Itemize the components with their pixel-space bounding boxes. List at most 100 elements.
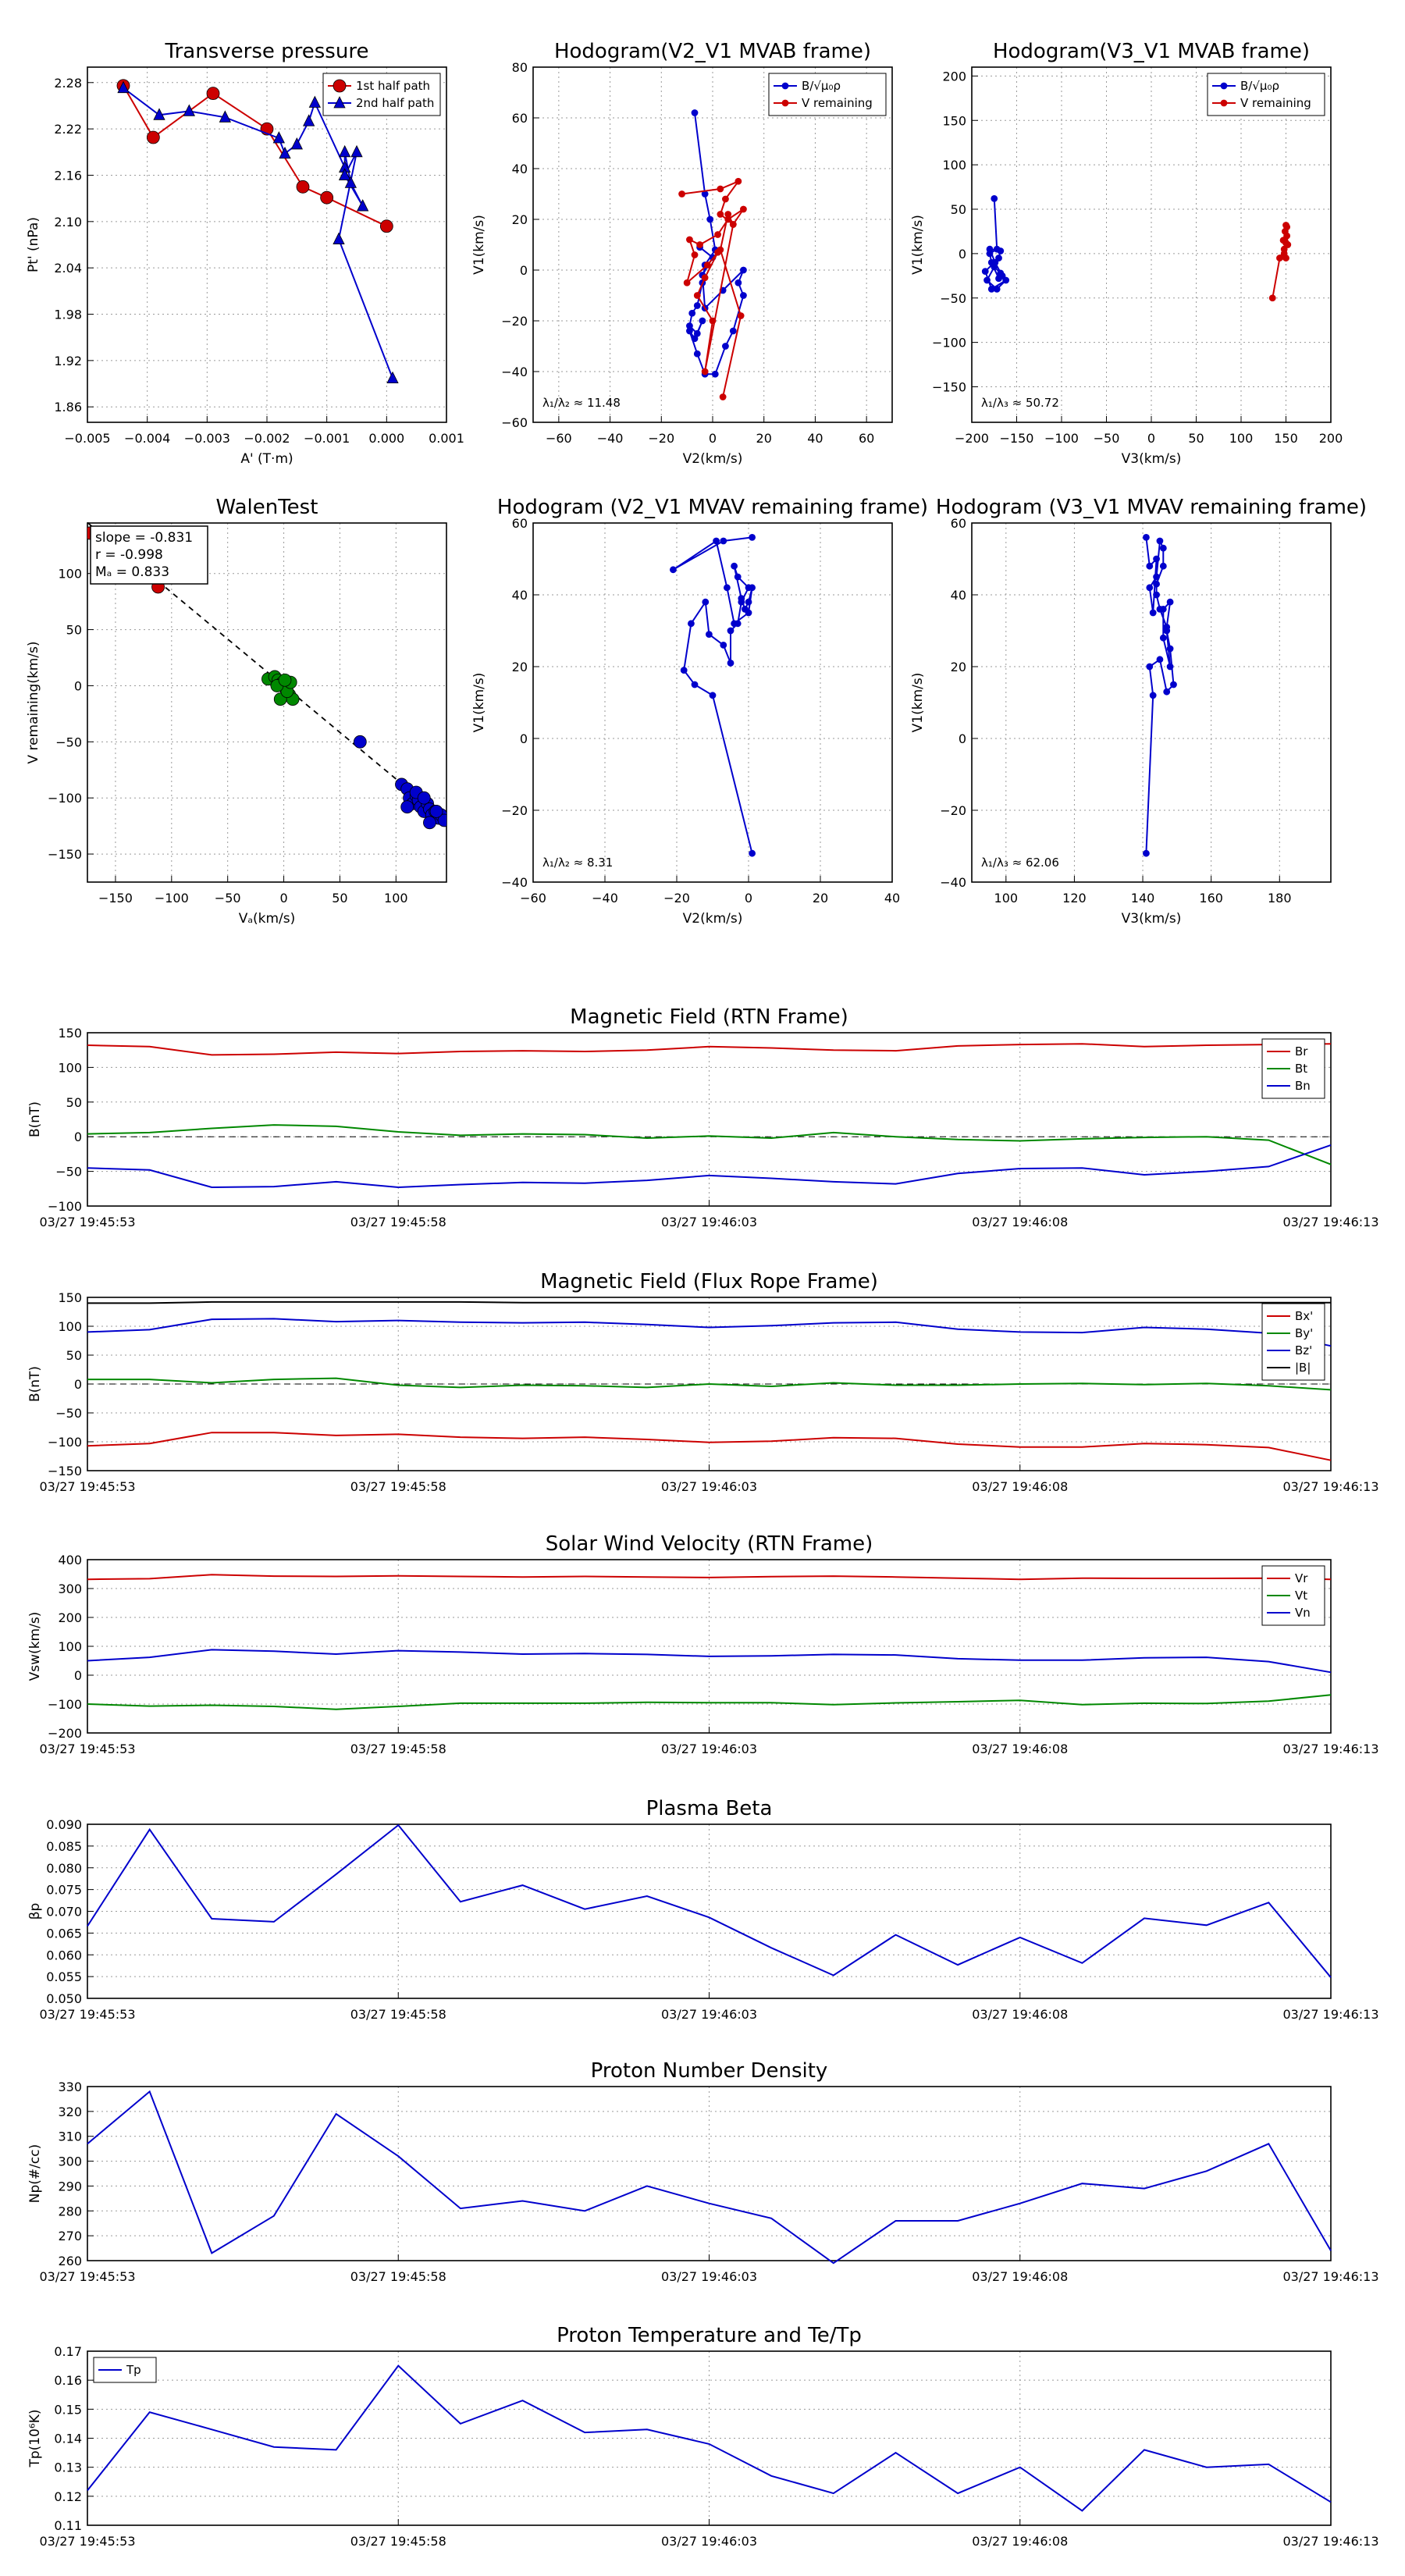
hodogram_v2v1_mvav-xtick-label-2: −20 [663, 891, 690, 906]
mag_rtn-xtick-label-1: 03/27 19:45:58 [350, 1215, 446, 1229]
hodogram_v2v1_mvab-point-1-12 [683, 279, 691, 286]
proton_temp-ytick-label-0: 0.11 [54, 2518, 82, 2533]
hodogram_v2v1_mvab-ytick-label-0: −60 [501, 415, 528, 430]
hodogram_v2v1_mvav-point-0-4 [688, 620, 695, 628]
transverse_pressure-point-1-6 [290, 137, 303, 150]
proton_temp-xtick-label-0: 03/27 19:45:53 [39, 2534, 135, 2549]
hodogram_v2v1_mvav-point-0-7 [720, 642, 727, 649]
transverse_pressure-point-1-14 [339, 168, 351, 180]
mag_rtn-series-Bn [87, 1144, 1332, 1189]
mag_fluxrope-ytick-label-2: −50 [55, 1406, 82, 1421]
walen_test-title: WalenTest [216, 496, 318, 519]
mag_fluxrope-title: Magnetic Field (Flux Rope Frame) [540, 1270, 878, 1293]
plasma_beta-xtick-label-1: 03/27 19:45:58 [350, 2007, 446, 2022]
hodogram_v3v1_mvav-point-0-20 [1146, 584, 1154, 592]
hodogram_v3v1_mvab-legend-text-1: V remaining [1240, 96, 1311, 110]
chart-proton_temp: 03/27 19:45:53 03/27 19:45:58 03/27 19:46:… [27, 2324, 1379, 2549]
hodogram_v2v1_mvav-ytick-label-5: 60 [512, 516, 528, 531]
hodogram_v2v1_mvav-point-0-14 [731, 562, 738, 570]
hodogram_v3v1_mvab-legend-marker-1 [1220, 99, 1228, 107]
transverse_pressure-point-1-11 [339, 144, 351, 158]
transverse_pressure-ytick-label-3: 2.04 [54, 261, 82, 276]
proton_density-series-Np [87, 2090, 1332, 2265]
hodogram_v2v1_mvab-point-1-22 [737, 312, 745, 319]
proton_density-frame [87, 2086, 1332, 2261]
transverse_pressure-legend-marker-0 [333, 79, 347, 93]
transverse_pressure-ytick-label-0: 1.86 [54, 400, 82, 415]
hodogram_v3v1_mvab-ytick-label-5: 100 [942, 158, 966, 173]
hodogram_v3v1_mvav-point-0-22 [1153, 555, 1160, 563]
proton_density-ylabel: Np(#/cc) [27, 2144, 43, 2203]
hodogram_v2v1_mvav-point-0-5 [702, 598, 710, 606]
sw_velocity-xtick-label-4: 03/27 19:46:13 [1282, 1742, 1378, 1756]
sw_velocity-ytick-label-1: −100 [48, 1697, 82, 1712]
hodogram_v2v1_mvav-point-0-13 [734, 573, 742, 581]
hodogram_v2v1_mvab-legend-text-0: B/√μ₀ρ [802, 79, 841, 93]
sw_velocity-legend-text-0: Vr [1295, 1571, 1308, 1585]
hodogram_v2v1_mvab-xtick-label-2: −20 [648, 431, 674, 446]
hodogram_v3v1_mvab-point-0-16 [998, 272, 1006, 279]
proton_temp-ytick-label-1: 0.12 [54, 2489, 82, 2504]
hodogram_v3v1_mvab-xtick-label-1: −150 [1000, 431, 1034, 446]
sw_velocity-ytick-label-5: 300 [58, 1582, 82, 1596]
walen_test-fit-line [87, 521, 447, 822]
mag_rtn-title: Magnetic Field (RTN Frame) [570, 1005, 848, 1029]
transverse_pressure-ytick-label-2: 1.98 [54, 308, 82, 322]
hodogram_v3v1_mvab-ytick-label-3: 0 [959, 247, 966, 262]
hodogram_v2v1_mvav-title: Hodogram (V2_V1 MVAV remaining frame) [497, 496, 928, 519]
hodogram_v2v1_mvav-ytick-label-0: −40 [501, 875, 528, 890]
hodogram_v3v1_mvab-xtick-label-4: 0 [1147, 431, 1155, 446]
proton_temp-title: Proton Temperature and Te/Tp [557, 2324, 862, 2347]
hodogram_v2v1_mvab-ytick-label-4: 20 [512, 212, 528, 227]
proton_temp-ytick-label-6: 0.17 [54, 2344, 82, 2359]
hodogram_v2v1_mvab-ytick-label-3: 0 [520, 263, 528, 278]
chart-plasma_beta: 03/27 19:45:53 03/27 19:45:58 03/27 19:46:… [27, 1797, 1379, 2022]
hodogram_v2v1_mvab-point-1-4 [717, 211, 724, 218]
hodogram_v3v1_mvab-point-0-15 [991, 258, 999, 266]
hodogram_v2v1_mvav-point-0-15 [738, 595, 745, 602]
hodogram_v3v1_mvav-point-0-6 [1166, 645, 1174, 653]
proton_density-title: Proton Number Density [591, 2059, 828, 2083]
transverse_pressure-point-1-7 [303, 114, 315, 126]
sw_velocity-ylabel: Vsw(km/s) [27, 1612, 43, 1681]
hodogram_v2v1_mvab-point-1-11 [691, 251, 699, 258]
proton_density-ytick-label-6: 320 [58, 2105, 82, 2119]
hodogram_v3v1_mvav-xtick-label-3: 160 [1199, 891, 1223, 906]
transverse_pressure-point-1-1 [153, 108, 165, 120]
proton_density-ytick-label-3: 290 [58, 2179, 82, 2194]
hodogram_v3v1_mvav-ytick-label-3: 20 [951, 660, 966, 674]
hodogram_v2v1_mvab-point-0-20 [740, 266, 747, 274]
plasma_beta-ytick-label-4: 0.070 [46, 1905, 82, 1920]
walen_test-point-2-15 [437, 813, 446, 827]
transverse_pressure-xtick-label-3: −0.002 [244, 431, 290, 446]
hodogram_v3v1_mvav-point-0-18 [1156, 537, 1164, 545]
hodogram_v3v1_mvab-ytick-label-2: −50 [940, 291, 966, 306]
walen_test-frame [87, 522, 447, 883]
proton_density-xtick-label-4: 03/27 19:46:13 [1282, 2269, 1378, 2284]
proton_density-ytick-label-2: 280 [58, 2204, 82, 2218]
hodogram_v3v1_mvab-xtick-label-2: −100 [1044, 431, 1079, 446]
transverse_pressure-plot-area [116, 79, 399, 384]
hodogram_v2v1_mvab-point-1-6 [740, 205, 747, 213]
hodogram_v2v1_mvab-ytick-label-5: 40 [512, 162, 528, 176]
hodogram_v3v1_mvab-legend-box [1207, 73, 1325, 116]
hodogram_v3v1_mvab-ytick-label-7: 200 [942, 69, 966, 84]
plasma_beta-xtick-label-3: 03/27 19:46:08 [972, 2007, 1068, 2022]
transverse_pressure-point-1-17 [386, 371, 399, 384]
hodogram_v2v1_mvav-series-line-0 [672, 536, 753, 854]
chart-hodogram_v2v1_mvab: −60 −40 −20 0 20 40 60 −60 −40 −20 0 20 40 60 80 Hodogr… [471, 40, 893, 467]
hodogram_v2v1_mvab-point-1-20 [724, 211, 732, 218]
walen_test-ytick-label-0: −150 [48, 847, 82, 862]
transverse_pressure-series-line-1 [123, 87, 393, 379]
walen_test-xtick-label-4: 50 [332, 891, 347, 906]
hodogram_v2v1_mvav-ytick-label-3: 20 [512, 660, 528, 674]
transverse_pressure-point-1-2 [183, 104, 195, 116]
proton_temp-ytick-label-3: 0.14 [54, 2432, 82, 2446]
walen_test-point-2-18 [400, 800, 414, 814]
mag_rtn-xtick-label-4: 03/27 19:46:13 [1282, 1215, 1378, 1229]
hodogram_v2v1_mvab-point-1-3 [722, 195, 729, 203]
mag_fluxrope-ytick-label-4: 50 [66, 1348, 82, 1363]
proton_density-xtick-label-1: 03/27 19:45:58 [350, 2269, 446, 2284]
